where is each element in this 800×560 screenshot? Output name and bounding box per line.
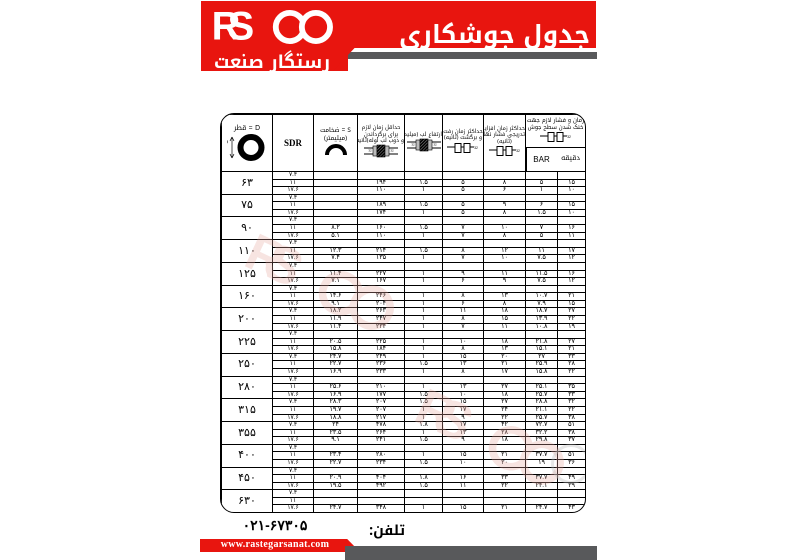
svg-text:32: 32 [368, 149, 372, 153]
svg-text:32: 32 [516, 149, 520, 153]
svg-text:32: 32 [433, 143, 437, 147]
svg-text:32: 32 [411, 143, 415, 147]
svg-text:D: D [227, 140, 229, 146]
svg-text:32: 32 [390, 149, 394, 153]
svg-text:32: 32 [567, 135, 571, 139]
svg-text:32: 32 [474, 146, 478, 150]
svg-text:S: S [228, 4, 254, 48]
